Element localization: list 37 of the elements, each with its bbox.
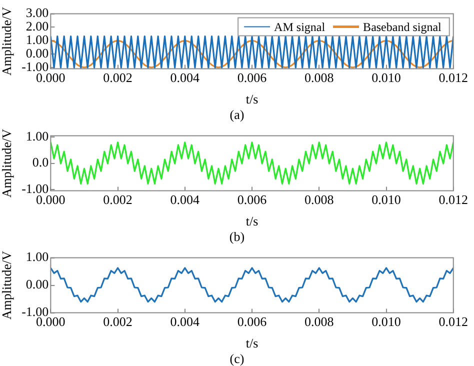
x-tick-label: 0.010 (372, 192, 401, 208)
y-tick-label: 3.00 (26, 5, 49, 20)
x-tick-label: 0.004 (170, 192, 200, 208)
y-tick-label: 2.00 (26, 18, 49, 34)
y-axis-title: Amplitude/V (0, 6, 14, 76)
x-tick-label: 0.012 (438, 314, 468, 330)
x-tick-label: 0.008 (304, 70, 334, 86)
legend-label: AM signal (274, 20, 326, 34)
x-tick-label: 0.006 (237, 192, 268, 208)
x-tick-label: 0.010 (372, 70, 401, 86)
x-tick-label: 0.006 (237, 314, 268, 330)
y-tick-label: 1.00 (26, 249, 49, 264)
y-tick-label: 1.00 (26, 32, 49, 48)
x-tick-label: 0.012 (438, 70, 468, 86)
y-tick-label: 0.00 (26, 45, 49, 60)
y-axis-title: Amplitude/V (0, 128, 14, 198)
x-tick-label: 0.002 (103, 70, 132, 86)
x-tick-label: 0.010 (372, 314, 401, 330)
x-tick-label: 0.004 (170, 70, 200, 86)
legend-label: Baseband signal (363, 20, 442, 34)
x-tick-label: 0.012 (438, 192, 468, 208)
x-tick-label: 0.008 (304, 314, 334, 330)
x-axis-title: t/s (246, 214, 258, 229)
x-tick-label: 0.002 (103, 314, 132, 330)
x-axis-title: t/s (246, 336, 258, 351)
y-tick-label: 1.00 (26, 128, 49, 144)
y-tick-label: 0.0 (32, 154, 49, 170)
x-tick-label: 0.008 (304, 192, 334, 208)
y-tick-label: 0.00 (26, 276, 49, 292)
x-axis-title: t/s (246, 92, 258, 107)
y-axis-title: Amplitude/V (0, 250, 14, 320)
text: (b) (228, 229, 246, 244)
x-tick-label: 0.004 (170, 314, 200, 330)
x-tick-label: 0.006 (237, 70, 268, 86)
x-tick-label: 0.002 (103, 192, 132, 208)
text: (a) (228, 107, 246, 122)
text: (c) (228, 351, 246, 366)
